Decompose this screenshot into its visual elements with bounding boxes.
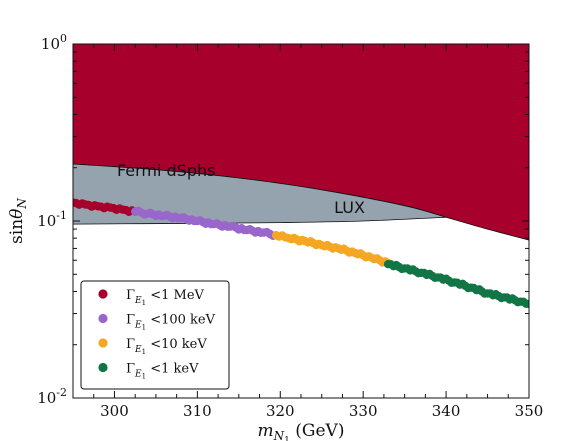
x-axis: 300 310 320 330 340 350: [93, 44, 544, 420]
region-labels: Fermi dSphs LUX: [117, 161, 365, 217]
legend-entry-label: ΓE1 <100 keV: [126, 313, 216, 332]
legend: ΓE1 <1 MeV ΓE1 <100 keV ΓE1 <10 keV ΓE1 <1 …: [80, 280, 230, 390]
legend-marker: [98, 313, 108, 324]
legend-entry-label: ΓE1 <1 keV: [126, 362, 199, 381]
legend-entry-label: ΓE1 <10 keV: [126, 337, 207, 356]
legend-marker: [98, 362, 108, 373]
legend-marker: [98, 289, 108, 299]
data-point: [524, 299, 529, 309]
x-tick-label: 320: [266, 402, 295, 420]
x-tick-label: 330: [349, 402, 378, 420]
exclusion-regions: [73, 44, 529, 241]
y-tick-label: 10-1: [37, 209, 67, 230]
x-tick-label: 310: [183, 402, 212, 420]
legend-box: [80, 280, 230, 390]
y-axis: 10-2 10-1 100: [37, 32, 529, 407]
y-axis-title: sinθN: [7, 198, 29, 244]
data-points: [73, 198, 529, 309]
axis-titles: mN1 (GeV) sinθN: [7, 198, 344, 441]
y-tick-label: 100: [41, 32, 67, 53]
x-axis-title: mN1 (GeV): [258, 421, 345, 441]
fermi-dsphs-label: Fermi dSphs: [117, 161, 216, 180]
x-tick-label: 340: [432, 402, 461, 420]
legend-entry-label: ΓE1 <1 MeV: [126, 288, 205, 307]
x-tick-label: 350: [515, 402, 544, 420]
y-tick-label: 10-2: [37, 386, 67, 407]
lux-label: LUX: [334, 198, 365, 217]
x-tick-label: 300: [100, 402, 129, 420]
legend-marker: [98, 338, 108, 348]
